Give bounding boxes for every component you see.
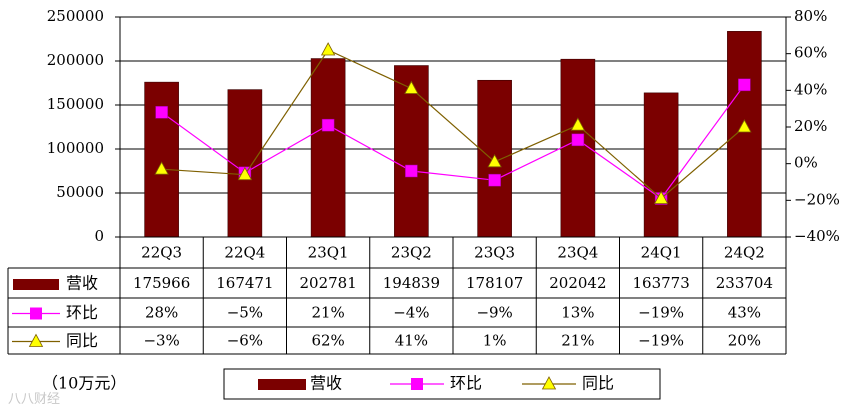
point-qoq (488, 173, 501, 187)
point-yoy (737, 119, 752, 133)
point-yoy (404, 80, 419, 94)
point-yoy (320, 42, 336, 56)
x-tick-label: 23Q3 (474, 244, 515, 262)
table-cell: 43% (728, 304, 761, 322)
legend-key-yoy-marker (541, 376, 557, 390)
bar-revenue (227, 89, 263, 238)
legend-key-qoq-marker (411, 378, 423, 390)
table-cell: −9% (476, 304, 512, 322)
x-tick-label: 23Q4 (557, 244, 598, 262)
point-qoq (405, 164, 418, 178)
y-left-tick-label: 50000 (56, 183, 104, 201)
point-yoy (154, 161, 169, 175)
point-yoy (237, 166, 253, 181)
table-cell: 233704 (716, 274, 773, 292)
table-cell: −19% (638, 332, 684, 350)
watermark: 八八财经 (8, 392, 61, 407)
point-qoq (571, 133, 585, 147)
point-yoy (653, 190, 669, 204)
table-cell: 28% (145, 304, 178, 322)
y-right-tick-label: 60% (794, 44, 827, 62)
y-right-tick-label: 20% (794, 117, 827, 135)
legend-box (223, 368, 661, 400)
y-left-tick-label: 200000 (47, 51, 104, 69)
x-tick-label: 22Q4 (224, 244, 265, 262)
table-row-label: 同比 (66, 331, 98, 350)
table-cell: −19% (638, 304, 684, 322)
point-yoy (570, 117, 586, 131)
point-qoq (321, 118, 335, 132)
table-cell: 41% (395, 332, 428, 350)
y-left-tick-label: 150000 (47, 95, 104, 113)
table-cell: 62% (311, 332, 344, 350)
table-cell: −3% (143, 332, 179, 350)
x-tick-label: 24Q2 (724, 244, 765, 262)
point-qoq (155, 106, 168, 119)
series-line-triangle (161, 49, 745, 200)
x-tick-label: 23Q2 (391, 244, 432, 262)
unit-label: （10万元） (42, 374, 126, 393)
table-cell: 20% (728, 332, 761, 350)
table-cell: 21% (561, 332, 594, 350)
x-tick-label: 23Q1 (308, 244, 349, 262)
point-qoq (738, 78, 751, 92)
x-tick-label: 24Q1 (641, 244, 682, 262)
bar-revenue (643, 92, 679, 238)
legend-label: 营收 (310, 374, 342, 393)
table-cell: 202042 (549, 274, 606, 292)
table-cell: 194839 (383, 274, 440, 292)
y-right-tick-label: −40% (794, 227, 840, 245)
bar-revenue (310, 58, 346, 238)
y-right-tick-label: −20% (794, 190, 840, 208)
y-left-tick-label: 250000 (47, 7, 104, 25)
legend-label: 同比 (582, 374, 614, 393)
table-cell: 1% (483, 332, 507, 350)
legend-key-revenue (258, 379, 306, 390)
table-cell: 178107 (466, 274, 523, 292)
table-cell: −5% (227, 304, 263, 322)
table-cell: 163773 (632, 274, 689, 292)
table-cell: 175966 (133, 274, 190, 292)
x-tick-label: 22Q3 (141, 244, 182, 262)
table-cell: 202781 (299, 274, 356, 292)
table-cell: 21% (311, 304, 344, 322)
y-right-tick-label: 40% (794, 80, 827, 98)
bar-revenue (394, 65, 429, 238)
series-line-square (161, 84, 745, 200)
table-key-revenue (13, 279, 59, 290)
y-left-tick-label: 0 (94, 227, 104, 245)
bar-revenue (144, 81, 179, 238)
table-cell: 167471 (216, 274, 273, 292)
table-cell: 13% (561, 304, 594, 322)
y-left-tick-label: 100000 (47, 139, 104, 157)
bar-revenue (727, 31, 762, 238)
table-key-yoy-marker (28, 333, 44, 347)
table-row-label: 环比 (66, 303, 98, 322)
y-right-tick-label: 0% (794, 154, 818, 172)
point-yoy (487, 153, 502, 168)
table-key-qoq-marker (30, 307, 42, 320)
table-row-label: 营收 (66, 274, 98, 293)
y-right-tick-label: 80% (794, 7, 827, 25)
table-cell: −4% (393, 304, 429, 322)
table-cell: −6% (227, 332, 263, 350)
legend-label: 环比 (450, 374, 482, 393)
